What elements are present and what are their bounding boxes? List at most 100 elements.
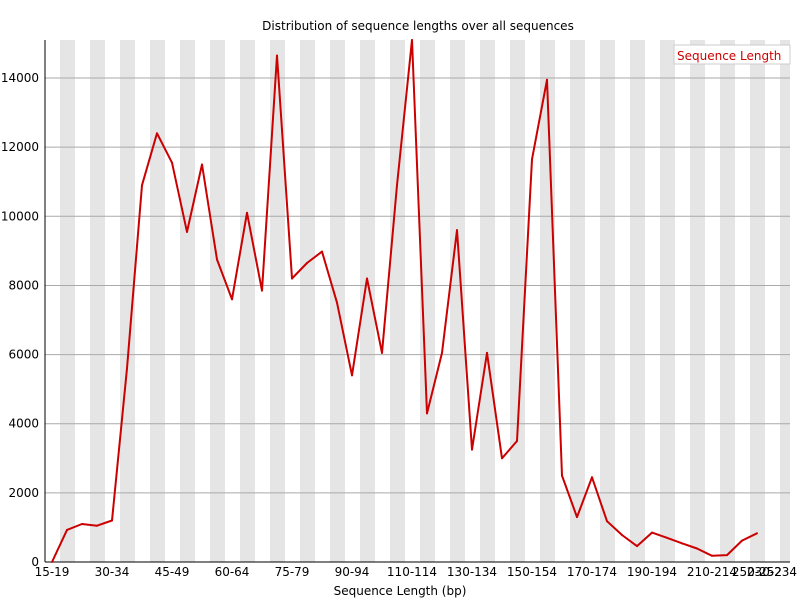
y-tick-label: 2000 — [8, 486, 39, 500]
data-point — [306, 261, 308, 264]
column-stripe — [120, 40, 135, 562]
x-tick-label: 150-154 — [507, 565, 557, 579]
column-stripe — [60, 40, 75, 562]
x-axis-ticks: 15-19 30-34 45-49 60-64 75-79 90-94 110-114 130… — [35, 565, 798, 579]
data-point — [366, 277, 368, 280]
column-stripe — [630, 40, 645, 562]
column-stripe — [600, 40, 615, 562]
data-point — [681, 542, 683, 545]
y-tick-label: 12000 — [1, 140, 39, 154]
data-point — [456, 229, 458, 232]
x-tick-label: 170-174 — [567, 565, 617, 579]
data-point — [201, 163, 203, 166]
x-tick-label: 230-234 — [747, 565, 797, 579]
data-point — [621, 534, 623, 537]
data-point — [381, 351, 383, 354]
column-stripe — [360, 40, 375, 562]
x-tick-label: 15-19 — [35, 565, 70, 579]
data-point — [126, 367, 128, 370]
data-point — [276, 54, 278, 57]
column-stripe — [300, 40, 315, 562]
column-stripe — [270, 40, 285, 562]
x-tick-label: 250-252 — [732, 565, 782, 579]
column-stripe — [780, 40, 790, 562]
series-layer — [51, 39, 758, 563]
x-tick-label: 60-64 — [215, 565, 250, 579]
data-point — [96, 524, 98, 527]
data-point — [591, 476, 593, 479]
data-point — [546, 78, 548, 81]
data-point — [81, 522, 83, 525]
column-stripe — [690, 40, 705, 562]
x-tick-label: 110-114 — [387, 565, 437, 579]
column-stripe — [570, 40, 585, 562]
chart-title: Distribution of sequence lengths over al… — [262, 19, 574, 33]
x-axis-title: Sequence Length (bp) — [334, 584, 467, 598]
data-point — [51, 561, 53, 563]
column-stripe — [180, 40, 195, 562]
column-stripe — [720, 40, 735, 562]
column-stripe — [510, 40, 525, 562]
legend-box — [673, 44, 791, 65]
data-point — [576, 516, 578, 519]
data-point — [726, 554, 728, 557]
x-tick-label: 45-49 — [155, 565, 190, 579]
data-point — [171, 161, 173, 164]
column-stripe — [420, 40, 435, 562]
data-point — [501, 457, 503, 460]
data-point — [141, 184, 143, 187]
data-point — [186, 230, 188, 233]
data-point — [561, 474, 563, 477]
data-point — [66, 528, 68, 531]
data-point — [426, 412, 428, 415]
column-stripe — [660, 40, 675, 562]
legend: Sequence Length — [673, 44, 791, 65]
data-point — [246, 211, 248, 214]
y-tick-label: 0 — [31, 555, 39, 569]
data-point — [711, 554, 713, 557]
data-point — [606, 520, 608, 523]
column-stripe — [750, 40, 765, 562]
column-stripe — [90, 40, 105, 562]
data-point — [216, 258, 218, 261]
column-stripe — [210, 40, 225, 562]
data-point — [336, 301, 338, 304]
data-point — [531, 158, 533, 161]
series-line — [51, 39, 758, 563]
data-point — [396, 184, 398, 187]
data-point — [666, 536, 668, 539]
data-point — [636, 545, 638, 548]
data-point — [321, 250, 323, 253]
horizontal-gridlines — [45, 77, 790, 563]
data-point — [486, 351, 488, 354]
x-tick-label: 130-134 — [447, 565, 497, 579]
x-tick-label: 30-34 — [95, 565, 130, 579]
column-stripe — [240, 40, 255, 562]
y-tick-label: 14000 — [1, 71, 39, 85]
y-tick-label: 6000 — [8, 348, 39, 362]
column-stripe — [150, 40, 165, 562]
data-point — [291, 277, 293, 280]
x-tick-label: 90-94 — [335, 565, 370, 579]
column-stripes — [60, 40, 790, 562]
y-tick-label: 4000 — [8, 417, 39, 431]
x-tick-label: 190-194 — [627, 565, 677, 579]
data-point — [651, 531, 653, 534]
data-point — [516, 440, 518, 443]
data-point — [441, 351, 443, 354]
y-tick-label: 8000 — [8, 278, 39, 292]
x-tick-label: 75-79 — [275, 565, 310, 579]
data-point — [756, 532, 758, 535]
column-stripe — [390, 40, 405, 562]
data-point — [741, 539, 743, 542]
data-point — [156, 132, 158, 135]
data-point — [111, 519, 113, 522]
column-stripe — [480, 40, 495, 562]
column-stripe — [450, 40, 465, 562]
data-point — [231, 298, 233, 301]
data-point — [696, 547, 698, 550]
y-tick-label: 10000 — [1, 209, 39, 223]
data-point — [411, 39, 413, 41]
y-axis-ticks: 0 2000 4000 6000 8000 10000 12000 14000 — [1, 71, 39, 569]
